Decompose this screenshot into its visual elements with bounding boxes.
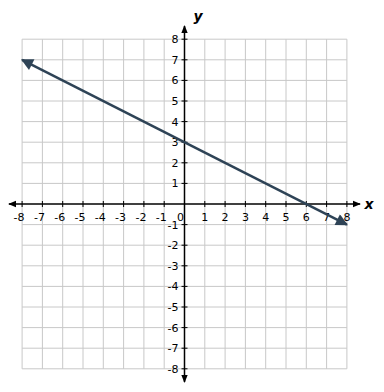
- grid-line: [22, 101, 347, 102]
- y-tick: [182, 307, 188, 308]
- grid-line: [143, 39, 144, 369]
- grid-line: [22, 224, 347, 225]
- grid-line: [286, 39, 287, 369]
- grid-line: [22, 348, 347, 349]
- y-tick-label: -2: [168, 239, 179, 252]
- x-tick-label: 6: [303, 211, 310, 224]
- x-tick: [225, 201, 226, 207]
- x-tick: [103, 201, 104, 207]
- x-tick-label: -4: [95, 211, 106, 224]
- grid-line: [204, 39, 205, 369]
- grid-line: [62, 39, 63, 369]
- x-tick-label: -5: [75, 211, 86, 224]
- x-tick: [286, 201, 287, 207]
- x-tick-label: -2: [135, 211, 146, 224]
- grid-line: [42, 39, 43, 369]
- grid-line: [245, 39, 246, 369]
- x-tick: [42, 201, 43, 207]
- grid-line: [22, 59, 347, 60]
- y-tick: [182, 183, 188, 184]
- y-tick-label: -5: [168, 301, 179, 314]
- grid-line: [225, 39, 226, 369]
- x-tick: [62, 201, 63, 207]
- grid-line: [22, 121, 347, 122]
- y-tick: [182, 348, 188, 349]
- x-tick-label: -7: [34, 211, 45, 224]
- y-axis: [184, 26, 186, 382]
- x-axis-label: x: [364, 196, 375, 212]
- y-tick-label: -4: [168, 280, 179, 293]
- x-tick: [265, 201, 266, 207]
- y-tick-label: -1: [168, 219, 179, 232]
- grid-line: [346, 39, 347, 369]
- grid-line: [22, 183, 347, 184]
- chart-root: -8-7-6-5-4-3-2-1012345678-8-7-6-5-4-3-2-…: [0, 0, 384, 392]
- grid-line: [22, 245, 347, 246]
- y-tick-label: -3: [168, 260, 179, 273]
- y-tick-label: 2: [172, 157, 179, 170]
- y-tick-label: -6: [168, 322, 179, 335]
- x-tick-label: 5: [283, 211, 290, 224]
- y-tick-label: -8: [168, 363, 179, 376]
- grid-line: [22, 327, 347, 328]
- y-tick: [182, 286, 188, 287]
- x-tick-label: -6: [54, 211, 65, 224]
- grid-line: [265, 39, 266, 369]
- x-tick: [326, 201, 327, 207]
- y-tick-label: 8: [172, 33, 179, 46]
- grid-line: [22, 39, 23, 369]
- grid-line: [164, 39, 165, 369]
- y-axis-label: y: [194, 8, 204, 24]
- x-tick-label: 4: [262, 211, 269, 224]
- x-tick-label: 3: [242, 211, 249, 224]
- y-tick: [182, 59, 188, 60]
- x-tick-label: 1: [201, 211, 208, 224]
- y-tick: [182, 265, 188, 266]
- grid-line: [22, 307, 347, 308]
- y-tick-label: 7: [172, 54, 179, 67]
- x-tick: [346, 201, 347, 207]
- grid-line: [22, 39, 347, 40]
- data-group: [22, 60, 347, 225]
- x-tick: [245, 201, 246, 207]
- grid-line: [123, 39, 124, 369]
- grid-line: [83, 39, 84, 369]
- y-tick: [182, 121, 188, 122]
- y-tick-label: -7: [168, 342, 179, 355]
- x-tick: [184, 201, 185, 207]
- grid-line: [22, 286, 347, 287]
- x-tick: [204, 201, 205, 207]
- x-tick-label: -3: [115, 211, 126, 224]
- data-line: [22, 60, 347, 225]
- grid-line: [22, 162, 347, 163]
- x-tick: [143, 201, 144, 207]
- axes: -8-7-6-5-4-3-2-1012345678-8-7-6-5-4-3-2-…: [9, 26, 360, 382]
- y-tick-label: 1: [172, 177, 179, 190]
- y-tick: [182, 224, 188, 225]
- y-tick-label: 4: [172, 116, 179, 129]
- grid-line: [22, 265, 347, 266]
- y-tick-label: 5: [172, 95, 179, 108]
- y-tick: [182, 162, 188, 163]
- y-tick: [182, 368, 188, 369]
- y-tick: [182, 245, 188, 246]
- x-tick-label: -8: [14, 211, 25, 224]
- chart: -8-7-6-5-4-3-2-1012345678-8-7-6-5-4-3-2-…: [0, 0, 384, 392]
- x-tick: [22, 201, 23, 207]
- y-tick: [182, 327, 188, 328]
- grid-line: [103, 39, 104, 369]
- grid-line: [326, 39, 327, 369]
- x-tick: [83, 201, 84, 207]
- y-tick: [182, 80, 188, 81]
- grid-line: [22, 80, 347, 81]
- x-tick: [123, 201, 124, 207]
- x-tick-label: 2: [222, 211, 229, 224]
- y-tick: [182, 101, 188, 102]
- x-tick-label: -1: [156, 211, 167, 224]
- y-tick-label: 6: [172, 74, 179, 87]
- grid-line: [22, 368, 347, 369]
- y-tick: [182, 39, 188, 40]
- x-tick: [164, 201, 165, 207]
